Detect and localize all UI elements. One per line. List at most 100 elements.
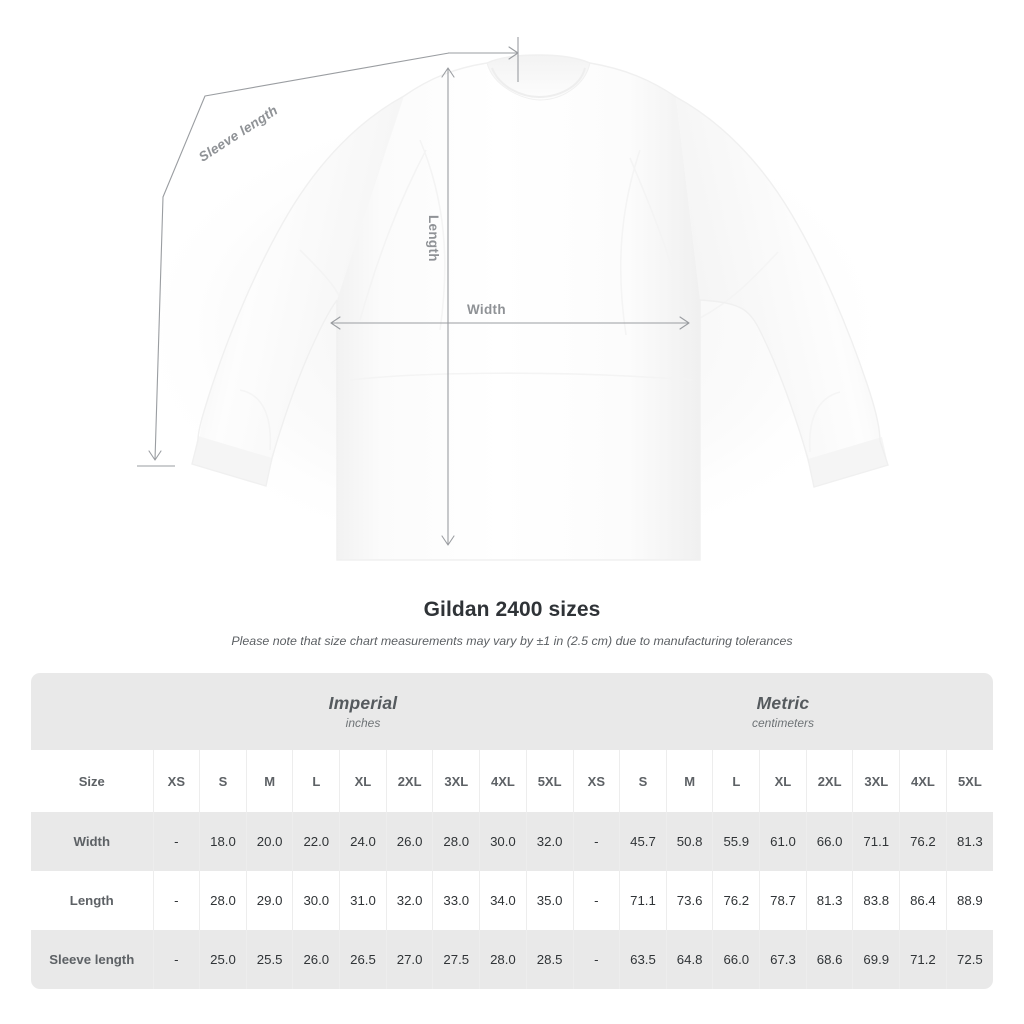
cell-sleeve-imperial-s: 25.0: [199, 930, 247, 989]
cell-width-imperial-s: 18.0: [199, 812, 247, 871]
cell-sleeve-metric-5xl: 72.5: [945, 930, 993, 989]
cell-sleeve-imperial-xl: 26.5: [339, 930, 387, 989]
cell-width-imperial-2xl: 26.0: [385, 812, 433, 871]
size-header-label: Size: [31, 750, 153, 812]
unit-banner-metric: Metric centimeters: [573, 673, 993, 750]
cell-length-imperial-xs: -: [152, 871, 200, 930]
size-col-imperial-xl: XL: [339, 750, 387, 812]
table-row: Length - 28.0 29.0 30.0 31.0 32.0 33.0 3…: [31, 871, 993, 930]
cell-width-metric-l: 55.9: [712, 812, 760, 871]
right-cuff: [808, 437, 888, 487]
cell-width-imperial-5xl: 32.0: [525, 812, 573, 871]
size-col-imperial-3xl: 3XL: [432, 750, 480, 812]
cell-width-imperial-m: 20.0: [245, 812, 293, 871]
cell-sleeve-imperial-3xl: 27.5: [432, 930, 480, 989]
length-label: Length: [426, 215, 441, 262]
row-label-width: Width: [31, 812, 153, 871]
cell-width-metric-2xl: 66.0: [805, 812, 853, 871]
cell-sleeve-imperial-2xl: 27.0: [385, 930, 433, 989]
cell-length-metric-4xl: 86.4: [899, 871, 947, 930]
unit-banner-imperial: Imperial inches: [153, 673, 573, 750]
size-col-metric-3xl: 3XL: [852, 750, 900, 812]
cell-sleeve-imperial-xs: -: [152, 930, 200, 989]
size-col-metric-l: L: [712, 750, 760, 812]
cell-length-imperial-2xl: 32.0: [385, 871, 433, 930]
size-col-imperial-l: L: [292, 750, 340, 812]
size-col-metric-m: M: [665, 750, 713, 812]
size-col-imperial-5xl: 5XL: [525, 750, 573, 812]
cell-sleeve-metric-m: 64.8: [665, 930, 713, 989]
sleeve-length-dimension: [137, 37, 519, 467]
cell-sleeve-imperial-m: 25.5: [245, 930, 293, 989]
cell-length-metric-xs: -: [572, 871, 620, 930]
cell-length-imperial-5xl: 35.0: [525, 871, 573, 930]
cell-length-metric-s: 71.1: [619, 871, 667, 930]
cell-width-imperial-4xl: 30.0: [479, 812, 527, 871]
size-col-imperial-m: M: [245, 750, 293, 812]
measurement-lines: [137, 37, 690, 546]
page-title: Gildan 2400 sizes: [423, 598, 601, 621]
cell-width-imperial-xs: -: [152, 812, 200, 871]
cell-width-metric-s: 45.7: [619, 812, 667, 871]
cell-length-imperial-xl: 31.0: [339, 871, 387, 930]
size-col-imperial-xs: XS: [152, 750, 200, 812]
cell-sleeve-metric-2xl: 68.6: [805, 930, 853, 989]
cell-length-metric-l: 76.2: [712, 871, 760, 930]
size-col-imperial-s: S: [199, 750, 247, 812]
cell-width-metric-m: 50.8: [665, 812, 713, 871]
cell-sleeve-metric-xs: -: [572, 930, 620, 989]
cell-sleeve-metric-xl: 67.3: [759, 930, 807, 989]
left-cuff: [192, 436, 272, 486]
width-dimension: [330, 316, 690, 330]
width-label: Width: [467, 302, 506, 317]
cell-length-imperial-4xl: 34.0: [479, 871, 527, 930]
cell-length-metric-5xl: 88.9: [945, 871, 993, 930]
cell-length-metric-xl: 78.7: [759, 871, 807, 930]
shirt-diagram: [122, 37, 902, 570]
cell-width-imperial-l: 22.0: [292, 812, 340, 871]
row-label-length: Length: [31, 871, 153, 930]
cell-sleeve-metric-3xl: 69.9: [852, 930, 900, 989]
tolerance-note: Please note that size chart measurements…: [231, 634, 793, 648]
size-col-metric-4xl: 4XL: [899, 750, 947, 812]
unit-sub-imperial: inches: [345, 715, 381, 730]
cell-length-imperial-s: 28.0: [199, 871, 247, 930]
cell-width-imperial-3xl: 28.0: [432, 812, 480, 871]
size-table-wrapper: Imperial inches Metric centimeters Size …: [31, 673, 993, 989]
cell-length-metric-m: 73.6: [665, 871, 713, 930]
product-illustration: Width Length Sleeve length: [122, 37, 902, 570]
unit-sub-metric: centimeters: [751, 715, 815, 730]
cell-width-metric-5xl: 81.3: [945, 812, 993, 871]
cell-width-metric-xl: 61.0: [759, 812, 807, 871]
size-col-metric-s: S: [619, 750, 667, 812]
shirt-shape: [191, 54, 889, 561]
cell-length-metric-3xl: 83.8: [852, 871, 900, 930]
size-header-row: Size XS S M L XL 2XL 3XL 4XL 5XL XS S M …: [31, 750, 993, 812]
table-row: Sleeve length - 25.0 25.5 26.0 26.5 27.0…: [31, 930, 993, 989]
cell-length-metric-2xl: 81.3: [805, 871, 853, 930]
cell-width-metric-4xl: 76.2: [899, 812, 947, 871]
cell-sleeve-metric-4xl: 71.2: [899, 930, 947, 989]
size-col-imperial-2xl: 2XL: [385, 750, 433, 812]
cell-width-imperial-xl: 24.0: [339, 812, 387, 871]
size-col-metric-xs: XS: [572, 750, 620, 812]
row-label-sleeve-length: Sleeve length: [31, 930, 153, 989]
unit-name-imperial: Imperial: [328, 692, 398, 713]
unit-name-metric: Metric: [756, 692, 810, 713]
cell-length-imperial-3xl: 33.0: [432, 871, 480, 930]
title-block: Gildan 2400 sizes Please note that size …: [0, 596, 1024, 649]
fabric-folds: [239, 139, 841, 453]
cell-width-metric-3xl: 71.1: [852, 812, 900, 871]
size-col-metric-xl: XL: [759, 750, 807, 812]
length-dimension: [441, 67, 455, 546]
cell-sleeve-imperial-l: 26.0: [292, 930, 340, 989]
cell-sleeve-imperial-4xl: 28.0: [479, 930, 527, 989]
table-row: Width - 18.0 20.0 22.0 24.0 26.0 28.0 30…: [31, 812, 993, 871]
cell-sleeve-metric-l: 66.0: [712, 930, 760, 989]
size-col-metric-5xl: 5XL: [945, 750, 993, 812]
cell-length-imperial-m: 29.0: [245, 871, 293, 930]
size-col-metric-2xl: 2XL: [805, 750, 853, 812]
size-col-imperial-4xl: 4XL: [479, 750, 527, 812]
size-table: Imperial inches Metric centimeters Size …: [31, 673, 993, 989]
